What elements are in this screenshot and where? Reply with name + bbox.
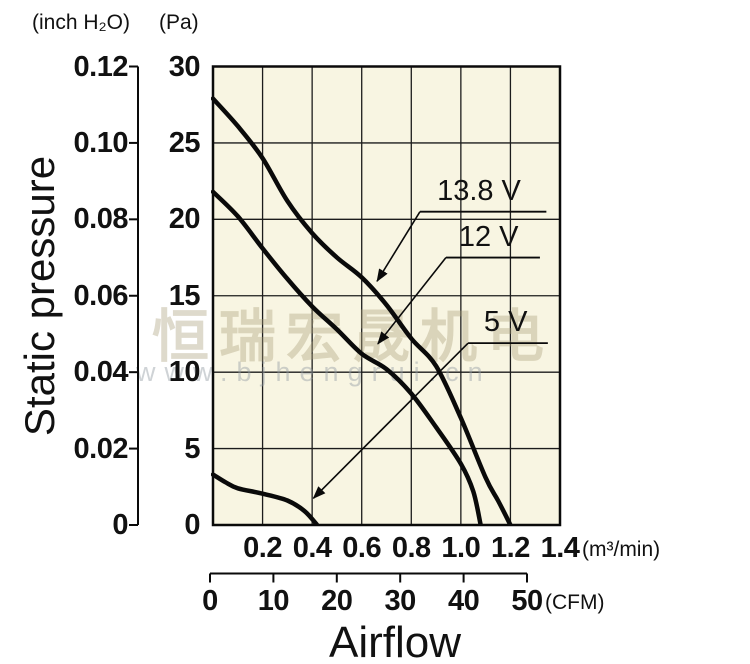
y-tick-inch-h2o: 0: [112, 509, 128, 541]
fan-curve: [211, 96, 513, 526]
annotation-leader-arrow: [312, 342, 469, 499]
x-tick-m3min: 0.8: [391, 532, 431, 564]
x-axis-unit-cfm: (CFM): [545, 591, 605, 614]
y-tick-pa: 10: [168, 356, 201, 389]
fan-curves-group: [211, 96, 513, 526]
x-axis-unit-m3min: (m³/min): [582, 538, 661, 561]
x-tick-m3min: 1.2: [491, 532, 530, 564]
curve-voltage-label: 12 V: [458, 220, 519, 253]
curve-voltage-label: 13.8 V: [437, 174, 521, 207]
x-tick-cfm: 0: [202, 585, 218, 617]
x-tick-m3min: 0.6: [342, 532, 382, 564]
watermark-chinese-text: 恒瑞宏晟机电: [152, 305, 554, 369]
y-tick-inch-h2o: 0.06: [73, 279, 129, 312]
y-tick-inch-h2o: 0.12: [73, 50, 129, 83]
y-tick-inch-h2o: 0.08: [73, 203, 129, 236]
y-tick-pa: 15: [168, 279, 201, 312]
x-tick-m3min: 1.0: [441, 532, 481, 564]
watermark-url-text: www.bjhengrui.cn: [136, 357, 492, 387]
x-tick-m3min: 0.4: [292, 532, 332, 564]
annotation-leader-arrow: [376, 211, 421, 283]
curve-voltage-label: 5 V: [483, 306, 528, 339]
y-tick-pa: 0: [184, 509, 200, 541]
x-tick-cfm: 30: [384, 585, 417, 617]
fan-curve: [211, 189, 483, 526]
fan-curve: [211, 472, 320, 526]
y-axis-unit-inch-h2o: (inch H₂O): [32, 11, 130, 34]
y-tick-pa: 5: [184, 432, 200, 465]
x-tick-cfm: 40: [447, 585, 480, 617]
annotation-leader-arrow: [377, 257, 447, 345]
y-tick-pa: 25: [168, 126, 201, 159]
x-tick-cfm: 50: [511, 585, 543, 617]
y-tick-inch-h2o: 0.04: [73, 356, 129, 389]
x-axis-title: Airflow: [328, 618, 462, 664]
y-tick-pa: 20: [168, 203, 201, 236]
x-tick-cfm: 20: [321, 585, 353, 617]
x-tick-m3min: 1.4: [540, 532, 580, 564]
x-tick-cfm: 10: [257, 585, 290, 617]
y-tick-pa: 30: [168, 50, 201, 83]
plot-border: [211, 65, 562, 527]
y-tick-inch-h2o: 0.02: [73, 432, 129, 465]
y-axis-unit-pa: (Pa): [159, 11, 199, 34]
y-tick-inch-h2o: 0.10: [73, 126, 129, 159]
x-tick-m3min: 0.2: [243, 532, 282, 564]
